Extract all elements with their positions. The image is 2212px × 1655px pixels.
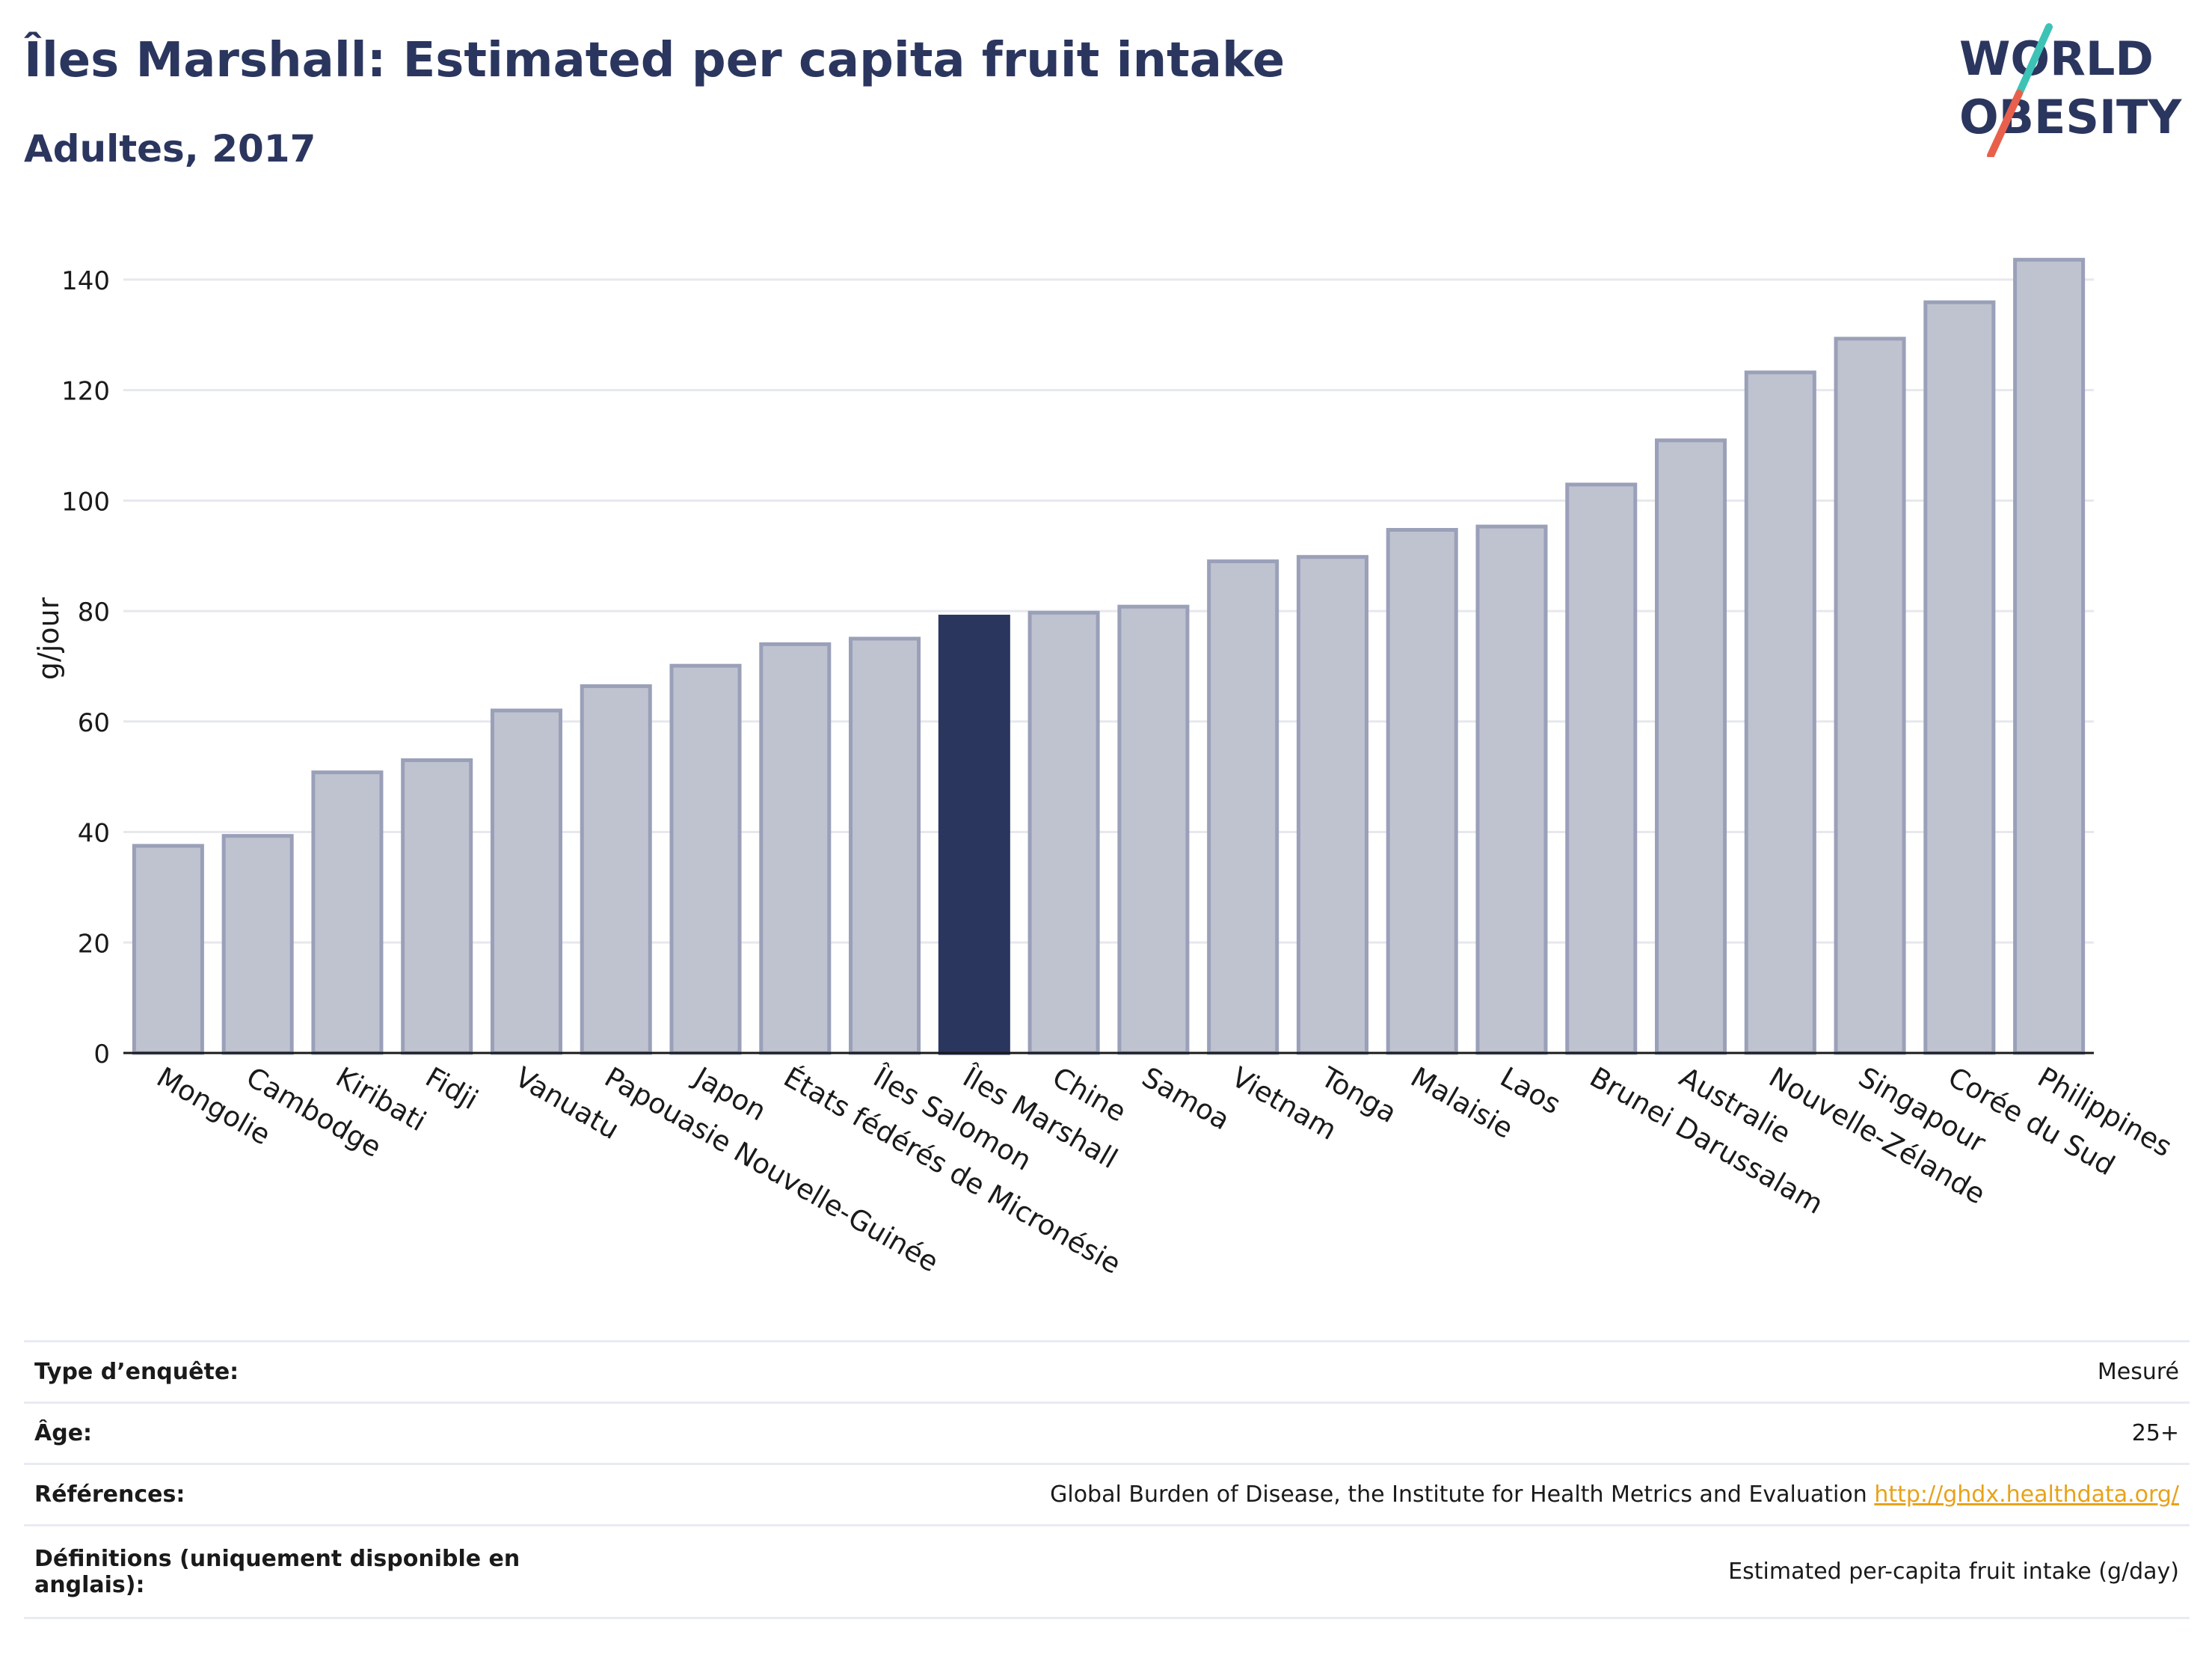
y-tick-label: 100 [61, 487, 110, 517]
meta-label: Définitions (uniquement disponible en an… [24, 1524, 553, 1619]
bar [311, 770, 384, 1055]
bar [849, 636, 921, 1055]
bar [1655, 438, 1727, 1055]
x-tick-label: Malaisie [1405, 1061, 1519, 1145]
meta-value: Mesuré [553, 1340, 2190, 1403]
meta-row-definitions: Définitions (uniquement disponible en an… [24, 1524, 2190, 1619]
bar [401, 758, 473, 1055]
bar [938, 614, 1010, 1055]
logo-line1: WORLD [1959, 31, 2154, 86]
bar [1207, 559, 1279, 1055]
bar [1565, 482, 1638, 1055]
meta-row-references: Références: Global Burden of Disease, th… [24, 1463, 2190, 1526]
reference-text: Global Burden of Disease, the Institute … [1050, 1481, 1867, 1508]
chart-title: Îles Marshall: Estimated per capita frui… [24, 33, 1285, 88]
bar [2013, 257, 2086, 1055]
bar-chart: 020406080100120140g/jourMongolieCambodge… [32, 257, 2178, 1280]
meta-label: Références: [24, 1463, 553, 1526]
bar [1386, 527, 1458, 1055]
bar [1744, 370, 1816, 1055]
y-tick-label: 40 [78, 819, 110, 849]
bar [490, 708, 562, 1055]
meta-label: Âge: [24, 1401, 553, 1464]
meta-row-survey-type: Type d’enquête: Mesuré [24, 1340, 2190, 1403]
metadata-table: Type d’enquête: Mesuré Âge: 25+ Référenc… [24, 1340, 2190, 1619]
bar [1475, 524, 1548, 1055]
logo-slash-red [1987, 90, 2023, 157]
x-tick-label: Samoa [1137, 1061, 1235, 1137]
bar [221, 834, 294, 1055]
meta-value-references: Global Burden of Disease, the Institute … [553, 1463, 2190, 1526]
bar [759, 642, 832, 1055]
bar [1027, 610, 1100, 1055]
bar [1117, 604, 1190, 1055]
y-tick-label: 120 [61, 377, 110, 407]
reference-link[interactable]: http://ghdx.healthdata.org/ [1874, 1481, 2179, 1508]
bar [1834, 337, 1906, 1055]
bar [669, 663, 742, 1055]
y-tick-label: 20 [78, 929, 110, 959]
meta-label: Type d’enquête: [24, 1340, 553, 1403]
x-tick-label: Fidji [420, 1061, 484, 1117]
bar [1923, 300, 1996, 1055]
y-tick-label: 140 [61, 266, 110, 296]
bar [132, 844, 204, 1055]
y-tick-label: 0 [93, 1040, 110, 1069]
chart-subtitle: Adultes, 2017 [24, 127, 316, 171]
y-tick-label: 80 [78, 598, 110, 627]
bar [1296, 555, 1368, 1055]
y-tick-label: 60 [78, 708, 110, 738]
bar [580, 684, 652, 1055]
logo-slash-teal [2015, 23, 2053, 97]
y-axis-label: g/jour [32, 597, 65, 680]
world-obesity-logo: WORLD OBESITY [1959, 23, 2182, 157]
meta-value: 25+ [553, 1401, 2190, 1464]
meta-row-age: Âge: 25+ [24, 1401, 2190, 1464]
meta-value: Estimated per-capita fruit intake (g/day… [553, 1524, 2190, 1619]
